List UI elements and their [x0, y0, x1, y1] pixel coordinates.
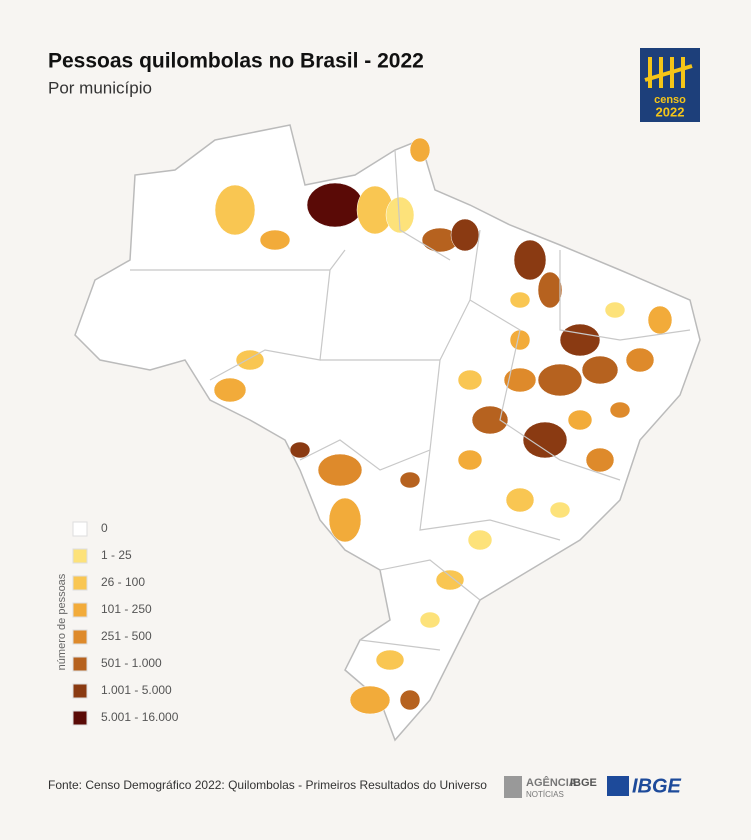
- municipality-cluster: [505, 487, 535, 513]
- municipality-cluster: [503, 367, 537, 393]
- municipality-cluster: [513, 239, 547, 281]
- map: [74, 124, 701, 742]
- state-borders: [130, 149, 691, 651]
- legend-label: 5.001 - 16.000: [101, 710, 179, 724]
- logo-word: censo: [654, 94, 686, 106]
- municipality-cluster: [537, 363, 583, 397]
- subtitle: Por município: [48, 78, 152, 97]
- municipality-cluster: [647, 305, 673, 335]
- municipality-cluster: [328, 497, 362, 543]
- legend-swatch: [72, 575, 88, 591]
- municipality-cluster: [509, 329, 531, 351]
- municipality-cluster: [585, 447, 615, 473]
- ibge-brand: IBGE: [632, 775, 682, 797]
- agencia-logo: AGÊNCIA IBGE NOTÍCIAS: [504, 776, 597, 799]
- legend-title: número de pessoas: [56, 573, 68, 670]
- municipality-cluster: [522, 421, 568, 459]
- municipality-cluster: [419, 611, 441, 629]
- legend-swatch: [72, 656, 88, 672]
- municipality-cluster: [435, 569, 465, 591]
- agency-label: AGÊNCIA: [526, 776, 577, 789]
- legend-swatch: [72, 521, 88, 537]
- agency-brand: IBGE: [570, 777, 597, 789]
- legend-label: 101 - 250: [101, 602, 152, 616]
- municipality-cluster: [450, 218, 480, 252]
- legend-swatch: [72, 602, 88, 618]
- municipality-cluster: [567, 409, 593, 431]
- municipality-cluster: [604, 301, 626, 319]
- title: Pessoas quilombolas no Brasil - 2022: [48, 50, 424, 73]
- municipality-cluster: [467, 529, 493, 551]
- ibge-icon: [607, 776, 629, 796]
- municipality-cluster: [306, 182, 364, 228]
- municipality-cluster: [289, 441, 311, 459]
- municipality-cluster: [457, 449, 483, 471]
- source: Fonte: Censo Demográfico 2022: Quilombol…: [48, 778, 487, 792]
- municipality-cluster: [625, 347, 655, 373]
- municipality-cluster: [609, 401, 631, 419]
- municipality-cluster: [471, 405, 509, 435]
- agency-icon: [504, 776, 522, 798]
- ibge-logo: IBGE: [607, 775, 682, 797]
- municipality-cluster: [375, 649, 405, 671]
- legend-swatch: [72, 629, 88, 645]
- municipalities: [213, 137, 673, 715]
- legend-label: 0: [101, 521, 108, 535]
- legend: número de pessoas 0 1 - 25 26 - 100 101 - 2…: [56, 521, 179, 726]
- municipality-cluster: [214, 184, 256, 236]
- municipality-cluster: [213, 377, 247, 403]
- municipality-cluster: [457, 369, 483, 391]
- agency-sub: NOTÍCIAS: [526, 790, 564, 799]
- legend-label: 1 - 25: [101, 548, 132, 562]
- municipality-cluster: [259, 229, 291, 251]
- legend-label: 251 - 500: [101, 629, 152, 643]
- municipality-cluster: [349, 685, 391, 715]
- censo-logo: censo 2022: [640, 48, 700, 122]
- legend-label: 26 - 100: [101, 575, 145, 589]
- municipality-cluster: [549, 501, 571, 519]
- municipality-cluster: [509, 291, 531, 309]
- municipality-cluster: [559, 323, 601, 357]
- municipality-cluster: [399, 471, 421, 489]
- legend-label: 501 - 1.000: [101, 656, 162, 670]
- logo-marks: [644, 57, 693, 88]
- legend-swatch: [72, 710, 88, 726]
- municipality-cluster: [317, 453, 363, 487]
- municipality-cluster: [399, 689, 421, 711]
- municipality-cluster: [537, 271, 563, 309]
- municipality-cluster: [385, 196, 415, 234]
- legend-swatch: [72, 548, 88, 564]
- legend-label: 1.001 - 5.000: [101, 683, 172, 697]
- legend-swatch: [72, 683, 88, 699]
- municipality-cluster: [581, 355, 619, 385]
- municipality-cluster: [409, 137, 431, 163]
- logo-year: 2022: [656, 104, 685, 119]
